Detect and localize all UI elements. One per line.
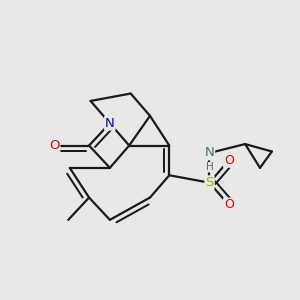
Text: N: N (205, 146, 214, 160)
Text: S: S (205, 176, 214, 189)
Text: O: O (49, 139, 59, 152)
Text: O: O (224, 199, 234, 212)
Text: N: N (105, 117, 115, 130)
Text: O: O (224, 154, 234, 167)
Text: H: H (206, 162, 213, 172)
